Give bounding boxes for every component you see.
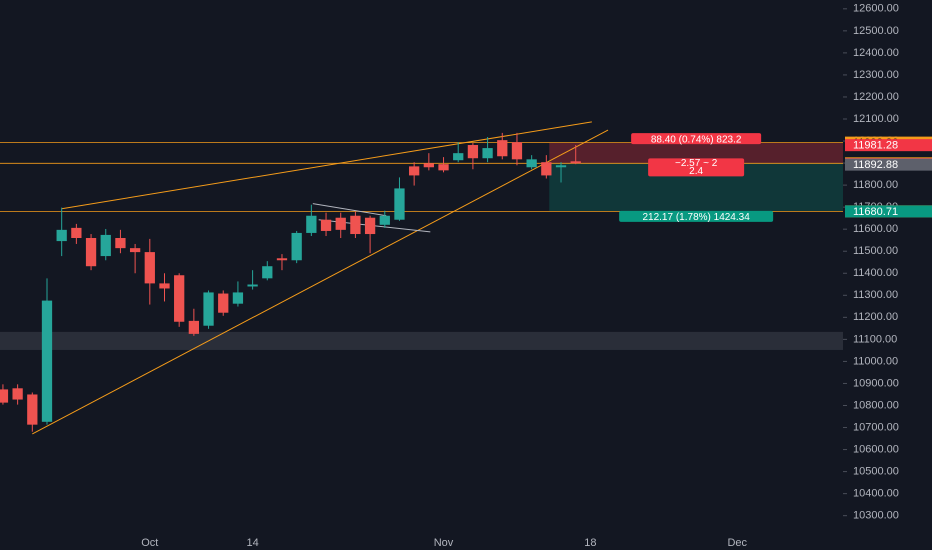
candle-body bbox=[276, 258, 288, 261]
x-tick-label: Nov bbox=[434, 537, 454, 549]
y-tick-label: 10900.00 bbox=[853, 377, 899, 389]
y-tick-label: 10800.00 bbox=[853, 399, 899, 411]
target-label-box bbox=[619, 210, 774, 222]
stop-label-box bbox=[631, 133, 762, 145]
candle-body bbox=[115, 238, 126, 249]
candle-body bbox=[12, 388, 23, 400]
candle-body bbox=[174, 275, 185, 322]
candle-body bbox=[247, 284, 258, 287]
y-tick-label: 11100.00 bbox=[853, 333, 897, 345]
candle-body bbox=[379, 215, 390, 225]
y-tick-label: 10500.00 bbox=[853, 466, 899, 478]
mid-label: −2.57 ~ 2 bbox=[675, 158, 718, 169]
price-label-box bbox=[845, 139, 932, 152]
candle-body bbox=[409, 166, 420, 176]
y-tick-label: 10600.00 bbox=[853, 443, 899, 455]
y-tick-label: 11800.00 bbox=[853, 179, 898, 191]
y-tick-label: 12300.00 bbox=[853, 69, 899, 81]
y-tick-label: 10400.00 bbox=[853, 488, 899, 500]
price-label-box bbox=[845, 205, 932, 218]
candle-body bbox=[27, 394, 38, 425]
stop-zone bbox=[549, 142, 843, 164]
trend-line bbox=[32, 129, 609, 435]
y-tick-label: 11300.00 bbox=[853, 289, 898, 301]
candle-body bbox=[555, 165, 567, 168]
y-tick-label: 12400.00 bbox=[853, 47, 899, 59]
candle-body bbox=[306, 215, 317, 233]
y-tick-label: 10700.00 bbox=[853, 421, 899, 433]
y-tick-label: 11500.00 bbox=[853, 245, 898, 257]
candle-body bbox=[364, 217, 376, 235]
candle-body bbox=[526, 159, 537, 168]
candle-body bbox=[203, 292, 214, 326]
candle-body bbox=[570, 161, 581, 164]
x-tick-label: 14 bbox=[246, 537, 258, 549]
candle-body bbox=[85, 238, 97, 267]
x-tick-label: Oct bbox=[141, 537, 158, 549]
y-tick-label: 11000.00 bbox=[853, 355, 898, 367]
candle-body bbox=[129, 248, 141, 253]
candle-body bbox=[291, 232, 302, 261]
candle-body bbox=[0, 389, 9, 403]
candle-body bbox=[218, 293, 229, 313]
candle-body bbox=[320, 219, 332, 231]
mid-label-box bbox=[648, 158, 745, 177]
candle-body bbox=[71, 227, 82, 239]
y-tick-label: 11600.00 bbox=[853, 223, 898, 235]
y-tick-label: 11200.00 bbox=[853, 311, 898, 323]
candle-body bbox=[335, 217, 346, 230]
x-tick-label: 18 bbox=[584, 537, 596, 549]
candle-body bbox=[467, 145, 479, 159]
candle-body bbox=[232, 292, 244, 304]
candle-body bbox=[511, 142, 523, 160]
y-tick-label: 12200.00 bbox=[853, 91, 899, 103]
y-tick-label: 12100.00 bbox=[853, 113, 899, 125]
mid-label: 2.4 bbox=[689, 166, 703, 177]
candle-body bbox=[438, 164, 449, 171]
candle-body bbox=[159, 283, 170, 289]
stop-label: 88.40 (0.74%) 823.2 bbox=[651, 134, 742, 145]
candle-body bbox=[394, 188, 405, 220]
zone bbox=[0, 331, 843, 350]
y-tick-label: 12600.00 bbox=[853, 3, 899, 15]
price-label: 11892.88 bbox=[853, 159, 898, 171]
candle-body bbox=[423, 163, 434, 168]
candle-body bbox=[144, 252, 155, 284]
y-tick-label: 10300.00 bbox=[853, 510, 899, 522]
candle-body bbox=[41, 300, 53, 422]
price-axis bbox=[843, 0, 932, 550]
candle-body bbox=[541, 162, 552, 176]
trend-line bbox=[312, 203, 387, 217]
candle-body bbox=[188, 320, 200, 334]
target-label: 212.17 (1.78%) 1424.34 bbox=[642, 212, 750, 223]
candle-body bbox=[56, 229, 67, 242]
candle-body bbox=[497, 140, 508, 157]
price-label: 11981.28 bbox=[853, 140, 898, 152]
price-label-box bbox=[845, 158, 932, 171]
candle-body bbox=[453, 153, 464, 161]
y-tick-label: 11400.00 bbox=[853, 267, 898, 279]
trend-line bbox=[61, 121, 592, 210]
x-tick-label: Dec bbox=[727, 537, 747, 549]
price-label: 11680.71 bbox=[853, 206, 898, 218]
candle-body bbox=[482, 148, 493, 159]
candle-body bbox=[100, 234, 111, 257]
candle-body bbox=[350, 215, 361, 235]
y-tick-label: 12500.00 bbox=[853, 25, 899, 37]
candle-body bbox=[262, 266, 273, 279]
